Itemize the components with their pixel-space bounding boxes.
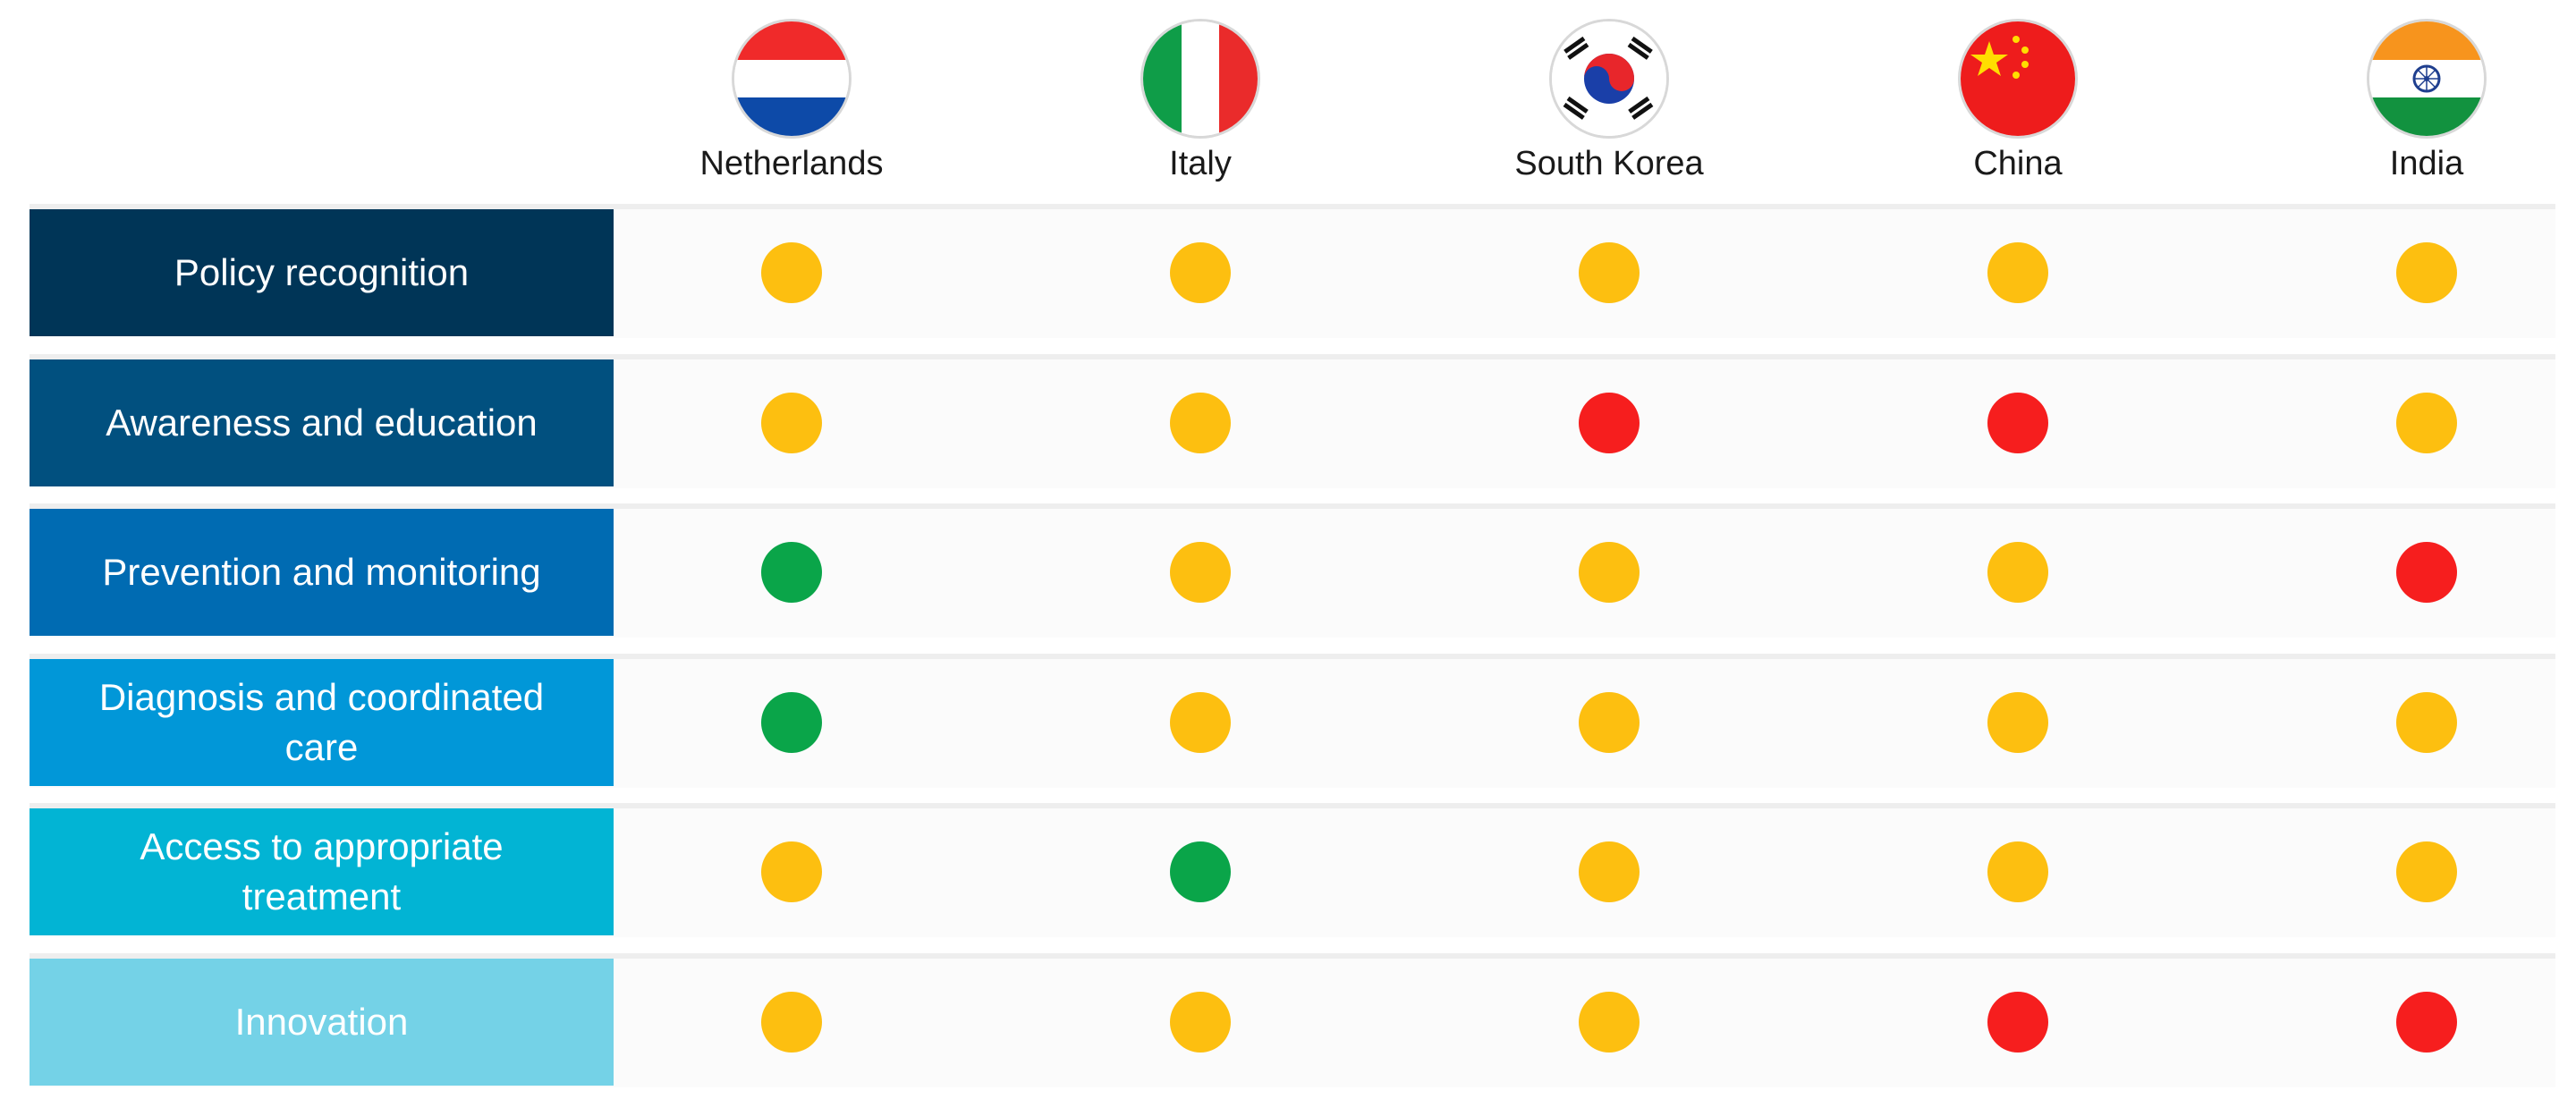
status-dot-yellow [1579, 542, 1640, 603]
status-dot-red [1987, 991, 2048, 1053]
status-dot-yellow [1170, 242, 1231, 303]
row-label: Diagnosis and coordinated care [30, 658, 614, 786]
status-dot-yellow [2396, 691, 2457, 753]
status-dot-yellow [761, 991, 822, 1053]
status-dot-yellow [761, 841, 822, 902]
status-dot-yellow [1170, 691, 1231, 753]
status-dot-yellow [1987, 542, 2048, 603]
status-dot-yellow [1579, 242, 1640, 303]
country-name: Italy [1169, 145, 1232, 182]
status-dot-red [2396, 991, 2457, 1053]
row-label: Awareness and education [30, 359, 614, 486]
status-dot-yellow [761, 242, 822, 303]
status-dot-green [1170, 841, 1231, 902]
row-label: Prevention and monitoring [30, 509, 614, 636]
netherlands-flag-icon [734, 21, 849, 136]
status-dot-red [1987, 392, 2048, 453]
status-dot-yellow [1987, 841, 2048, 902]
india-flag-icon [2369, 21, 2484, 136]
status-dot-green [761, 691, 822, 753]
south-korea-flag-icon [1552, 21, 1666, 136]
row-label: Policy recognition [30, 209, 614, 336]
column-header: Netherlands [700, 21, 883, 191]
column-header: Italy [1120, 21, 1281, 191]
status-dot-green [761, 542, 822, 603]
status-dot-red [1579, 392, 1640, 453]
column-header: China [1937, 21, 2098, 191]
status-dot-yellow [1170, 991, 1231, 1053]
status-dot-yellow [1579, 691, 1640, 753]
column-header: India [2346, 21, 2507, 191]
country-name: China [1973, 145, 2063, 182]
status-dot-yellow [1987, 691, 2048, 753]
column-header: South Korea [1514, 21, 1704, 191]
status-dot-yellow [1170, 392, 1231, 453]
italy-flag-icon [1143, 21, 1258, 136]
row-label: Access to appropriate treatment [30, 808, 614, 935]
status-dot-yellow [2396, 841, 2457, 902]
status-dot-red [2396, 542, 2457, 603]
country-name: Netherlands [699, 145, 884, 182]
status-dot-yellow [2396, 242, 2457, 303]
status-dot-yellow [2396, 392, 2457, 453]
china-flag-icon [1961, 21, 2075, 136]
status-dot-yellow [1579, 991, 1640, 1053]
country-name: India [2389, 145, 2464, 182]
country-name: South Korea [1514, 145, 1704, 182]
status-dot-yellow [1170, 542, 1231, 603]
row-label: Innovation [30, 958, 614, 1086]
status-dot-yellow [1579, 841, 1640, 902]
status-dot-yellow [761, 392, 822, 453]
status-dot-yellow [1987, 242, 2048, 303]
